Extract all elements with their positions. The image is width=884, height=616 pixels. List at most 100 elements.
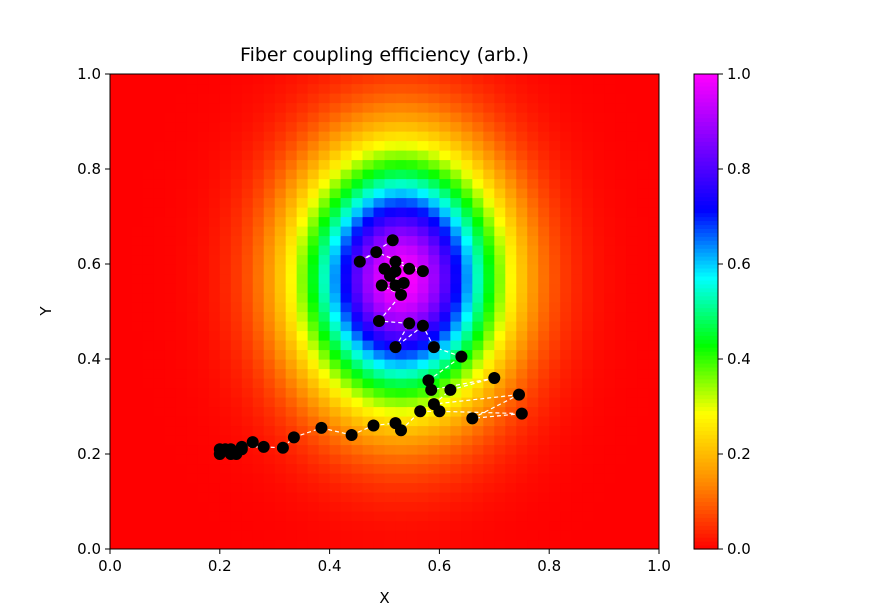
heatmap-cell	[307, 330, 320, 341]
heatmap-cell	[406, 207, 419, 218]
heatmap-cell	[296, 207, 309, 218]
heatmap-cell	[571, 501, 583, 512]
colorbar-segment	[694, 509, 718, 514]
heatmap-cell	[285, 454, 298, 465]
heatmap-cell	[285, 368, 298, 379]
heatmap-cell	[483, 511, 495, 522]
colorbar-segment	[694, 450, 718, 455]
heatmap-cell	[461, 226, 473, 237]
heatmap-cell	[593, 245, 605, 256]
heatmap-cell	[164, 321, 177, 332]
heatmap-cell	[538, 264, 550, 275]
heatmap-cell	[164, 501, 177, 512]
heatmap-cell	[131, 349, 144, 360]
heatmap-cell	[274, 539, 287, 549]
heatmap-cell	[516, 74, 528, 85]
heatmap-cell	[153, 283, 166, 294]
heatmap-cell	[395, 435, 408, 446]
heatmap-cell	[472, 112, 484, 123]
heatmap-cell	[197, 492, 210, 503]
heatmap-cell	[219, 501, 232, 512]
heatmap-cell	[494, 273, 506, 284]
heatmap-cell	[142, 283, 155, 294]
heatmap-cell	[153, 463, 166, 474]
heatmap-cell	[285, 416, 298, 427]
heatmap-cell	[153, 245, 166, 256]
heatmap-cell	[241, 131, 254, 142]
heatmap-cell	[615, 349, 627, 360]
heatmap-cell	[560, 150, 572, 161]
heatmap-cell	[208, 349, 221, 360]
heatmap-cell	[538, 492, 550, 503]
heatmap-cell	[428, 131, 440, 142]
heatmap-cell	[527, 473, 539, 484]
heatmap-cell	[318, 178, 331, 189]
heatmap-cell	[571, 530, 583, 541]
heatmap-cell	[296, 159, 309, 170]
heatmap-cell	[329, 112, 342, 123]
heatmap-cell	[483, 397, 495, 408]
heatmap-cell	[461, 425, 473, 436]
heatmap-cell	[351, 150, 364, 161]
heatmap-cell	[593, 435, 605, 446]
heatmap-cell	[164, 311, 177, 322]
heatmap-cell	[560, 302, 572, 313]
heatmap-cell	[417, 416, 430, 427]
heatmap-cell	[175, 197, 188, 208]
heatmap-cell	[329, 511, 342, 522]
heatmap-cell	[395, 330, 408, 341]
heatmap-cell	[582, 397, 594, 408]
heatmap-cell	[142, 207, 155, 218]
heatmap-cell	[362, 302, 375, 313]
heatmap-cell	[307, 159, 320, 170]
heatmap-cell	[307, 368, 320, 379]
heatmap-cell	[549, 245, 561, 256]
heatmap-cell	[637, 150, 649, 161]
heatmap-cell	[362, 397, 375, 408]
heatmap-cell	[582, 416, 594, 427]
heatmap-cell	[373, 425, 386, 436]
heatmap-cell	[648, 406, 659, 417]
heatmap-cell	[131, 254, 144, 265]
heatmap-cell	[362, 378, 375, 389]
heatmap-cell	[274, 264, 287, 275]
heatmap-cell	[186, 463, 199, 474]
heatmap-cell	[417, 359, 430, 370]
heatmap-cell	[186, 378, 199, 389]
heatmap-cell	[285, 302, 298, 313]
heatmap-cell	[208, 188, 221, 199]
heatmap-cell	[296, 501, 309, 512]
heatmap-cell	[560, 74, 572, 85]
heatmap-cell	[164, 473, 177, 484]
heatmap-cell	[483, 340, 495, 351]
heatmap-cell	[373, 368, 386, 379]
heatmap-cell	[274, 169, 287, 180]
heatmap-cell	[483, 539, 495, 549]
colorbar-segment	[694, 224, 718, 229]
heatmap-cell	[472, 311, 484, 322]
heatmap-cell	[428, 188, 440, 199]
heatmap-cell	[538, 539, 550, 549]
heatmap-cell	[263, 530, 276, 541]
heatmap-cell	[527, 216, 539, 227]
heatmap-cell	[241, 188, 254, 199]
heatmap-cell	[516, 444, 528, 455]
heatmap-cell	[219, 140, 232, 151]
heatmap-cell	[637, 292, 649, 303]
heatmap-cell	[241, 492, 254, 503]
colorbar-segment	[694, 545, 718, 550]
heatmap-cell	[296, 340, 309, 351]
heatmap-cell	[296, 226, 309, 237]
scan-path-segment	[472, 413, 522, 419]
heatmap-cell	[648, 264, 659, 275]
heatmap-cell	[318, 150, 331, 161]
heatmap-cell	[362, 492, 375, 503]
heatmap-cell	[516, 235, 528, 246]
heatmap-cell	[219, 435, 232, 446]
heatmap-cell	[417, 435, 430, 446]
heatmap-cell	[604, 302, 616, 313]
heatmap-cell	[252, 178, 265, 189]
heatmap-cell	[494, 463, 506, 474]
heatmap-cell	[340, 188, 353, 199]
heatmap-cell	[615, 188, 627, 199]
